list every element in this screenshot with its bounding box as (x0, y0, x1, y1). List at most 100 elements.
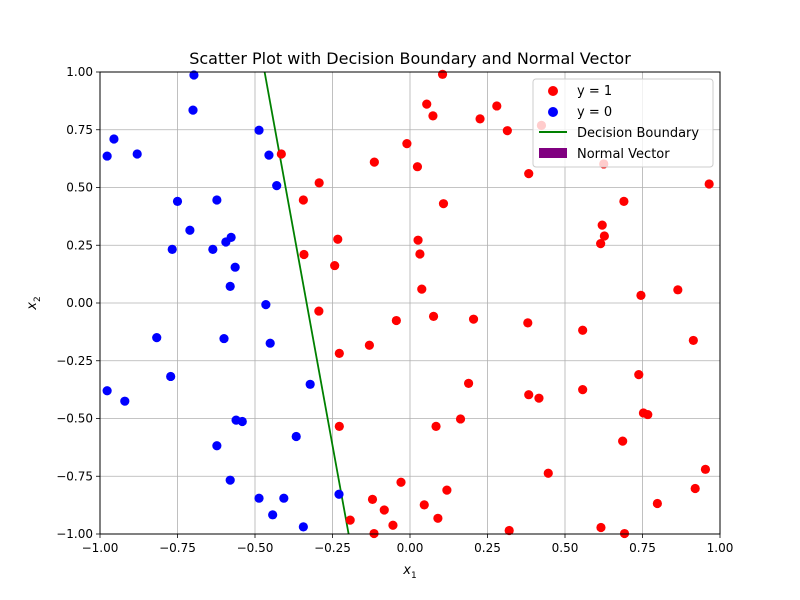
point-y1 (704, 179, 714, 189)
point-y1 (597, 220, 607, 230)
x-tick-label: 0.25 (474, 541, 501, 555)
point-y1 (524, 169, 534, 179)
point-y1 (413, 235, 423, 245)
point-y0 (188, 105, 198, 115)
y-axis-label-main: x (25, 302, 40, 311)
point-y1 (314, 178, 324, 188)
chart-title: Scatter Plot with Decision Boundary and … (189, 49, 631, 68)
point-y1 (388, 520, 398, 530)
point-y1 (475, 114, 485, 124)
point-y0 (185, 225, 195, 235)
x-tick-label: −1.00 (82, 541, 119, 555)
point-y0 (305, 379, 315, 389)
point-y1 (652, 498, 662, 509)
point-y1 (543, 468, 553, 478)
point-y0 (212, 441, 222, 451)
point-y0 (225, 475, 235, 485)
point-y1 (492, 101, 502, 111)
point-y1 (428, 311, 439, 321)
point-y1 (422, 99, 432, 109)
point-y1 (688, 335, 698, 346)
point-y1 (468, 314, 479, 324)
y-tick-label: −0.25 (56, 354, 93, 368)
points-layer (102, 69, 714, 539)
point-y1 (379, 505, 389, 515)
point-y1 (502, 126, 512, 136)
point-y1 (415, 249, 425, 259)
point-y1 (442, 485, 452, 495)
point-y0 (279, 493, 289, 503)
y-tick-label: 0.50 (66, 181, 93, 195)
point-y1 (504, 525, 514, 536)
point-y1 (523, 318, 533, 328)
point-y1 (578, 385, 588, 395)
point-y0 (237, 416, 247, 427)
point-y1 (419, 500, 429, 510)
point-y1 (364, 340, 374, 350)
point-y0 (265, 338, 275, 348)
legend-label-y0: y = 0 (577, 105, 612, 120)
y-tick-label: −0.50 (56, 412, 93, 426)
point-y1 (314, 306, 324, 316)
x-axis-label: x1 (402, 563, 416, 581)
point-y0 (152, 333, 162, 343)
point-y1 (596, 522, 606, 533)
point-y1 (673, 285, 683, 295)
x-tick-label: 0.00 (397, 541, 424, 555)
legend-label-normal-vector: Normal Vector (577, 147, 670, 162)
point-y0 (172, 196, 183, 206)
point-y0 (334, 489, 344, 499)
point-y0 (261, 300, 271, 310)
point-y1 (700, 464, 711, 474)
point-y1 (636, 290, 646, 300)
point-y1 (455, 414, 466, 424)
point-y1 (334, 348, 344, 358)
point-y1 (634, 370, 644, 380)
legend: y = 1 y = 0 Decision Boundary Normal Vec… (532, 78, 714, 168)
point-y0 (167, 244, 177, 255)
point-y1 (334, 421, 344, 431)
legend-marker-y1 (548, 86, 558, 96)
point-y1 (412, 162, 423, 172)
x-axis-ticks: −1.00 −0.75 −0.50 −0.25 0.00 0.25 0.50 0.75 1.00 (82, 534, 733, 555)
point-y1 (578, 325, 588, 335)
point-y1 (369, 157, 379, 167)
point-y1 (619, 196, 629, 206)
point-y1 (276, 149, 286, 159)
point-y0 (230, 262, 240, 272)
point-y0 (120, 396, 130, 406)
point-y1 (643, 409, 653, 420)
decision-boundary-line (263, 71, 350, 535)
point-y1 (438, 199, 449, 209)
legend-box (532, 78, 714, 168)
point-y1 (391, 315, 401, 326)
point-y0 (221, 237, 231, 247)
point-y1 (367, 494, 378, 504)
x-tick-label: −0.50 (237, 541, 274, 555)
point-y1 (437, 69, 448, 79)
point-y0 (102, 386, 112, 396)
y-axis-label-subscript: 2 (33, 296, 43, 302)
x-tick-label: −0.25 (314, 541, 351, 555)
point-y1 (534, 393, 544, 403)
point-y1 (690, 483, 700, 494)
y-tick-label: −1.00 (56, 527, 93, 541)
point-y0 (264, 150, 274, 160)
x-tick-label: −0.75 (159, 541, 196, 555)
y-tick-label: 0.25 (66, 238, 93, 252)
point-y1 (345, 515, 355, 525)
point-y1 (463, 378, 474, 388)
x-tick-label: 0.75 (629, 541, 656, 555)
y-tick-label: 1.00 (66, 65, 93, 79)
point-y0 (268, 510, 278, 520)
point-y1 (431, 421, 441, 431)
point-y1 (402, 139, 412, 149)
x-axis-label-subscript: 1 (411, 571, 417, 581)
point-y0 (212, 195, 222, 205)
y-axis-ticks: −1.00 −0.75 −0.50 −0.25 0.00 0.25 0.50 0.75 1.00 (56, 65, 100, 541)
point-y0 (132, 149, 142, 159)
point-y0 (189, 70, 199, 80)
y-tick-label: −0.75 (56, 469, 93, 483)
y-tick-label: 0.75 (66, 123, 93, 137)
